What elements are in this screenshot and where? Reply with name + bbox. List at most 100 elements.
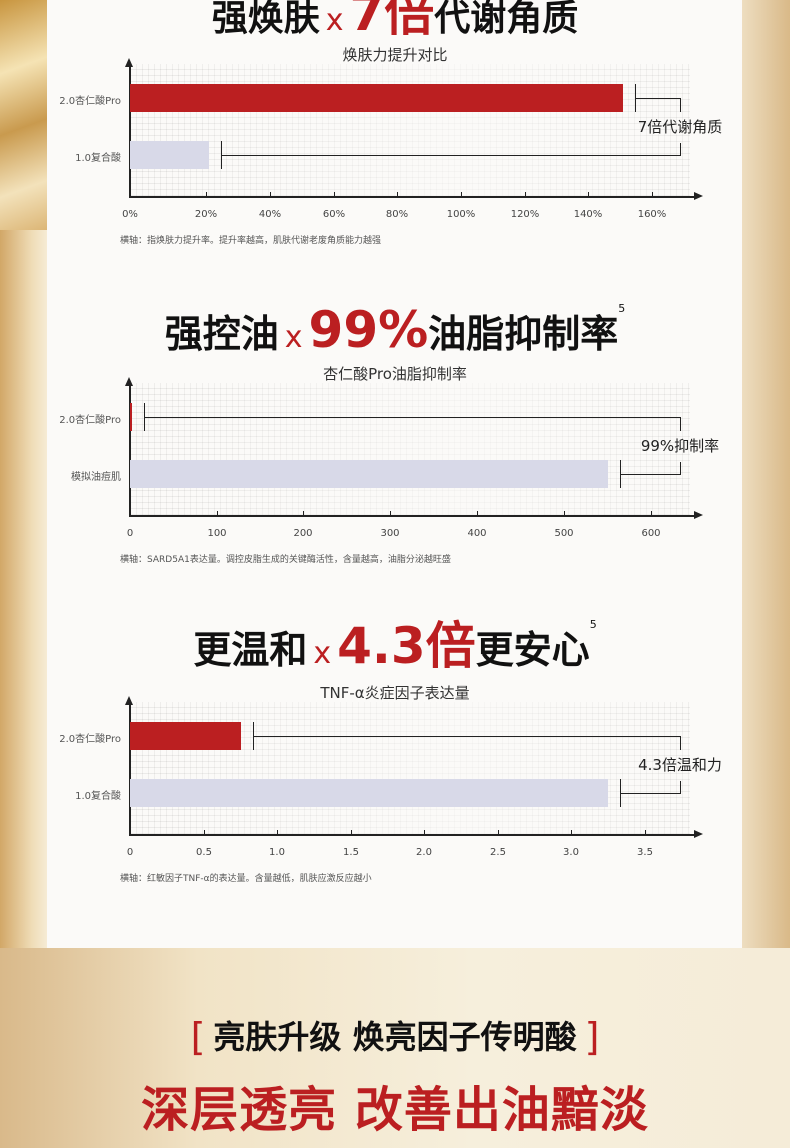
x-tick-label: 60%: [322, 209, 346, 220]
bracket-riser: [680, 143, 682, 156]
x-axis: [129, 834, 694, 836]
x-tick-mark: [564, 511, 565, 516]
bracket-riser: [680, 417, 682, 431]
x-tick-label: 40%: [258, 209, 282, 220]
headline-post: 代谢角质: [434, 0, 579, 39]
bracket-line: [252, 736, 680, 738]
bracket-line: [620, 793, 680, 795]
x-tick-label: 300: [380, 528, 400, 539]
x-tick-mark: [525, 192, 526, 197]
headline-number: 4.3倍: [337, 617, 476, 675]
x-tick-mark: [461, 192, 462, 197]
subtitle-text: 亮肤升级 焕亮因子传明酸: [213, 1018, 577, 1056]
comparison-annotation: 4.3倍温和力: [636, 754, 724, 775]
headline-number: 99%: [308, 301, 429, 359]
headline-3: 更温和 x 4.3倍更安心5: [0, 618, 790, 672]
x-tick-mark: [571, 830, 572, 835]
headline-x: x: [284, 320, 303, 355]
x-tick-label: 100%: [446, 209, 476, 220]
footnote-marker: 5: [589, 618, 597, 631]
category-label: 2.0杏仁酸Pro: [59, 96, 121, 107]
x-tick-label: 120%: [510, 209, 540, 220]
y-axis: [129, 66, 131, 197]
slogan: 深层透亮 改善出油黯淡: [141, 1082, 649, 1138]
x-tick-mark: [645, 830, 646, 835]
plot-grid: [130, 383, 690, 515]
x-tick-mark: [277, 830, 278, 835]
x-tick-label: 2.0: [416, 847, 432, 858]
bar-comparison: [130, 141, 210, 169]
headline-x: x: [313, 636, 332, 671]
left-bracket: [: [190, 1015, 206, 1059]
bracket-riser: [680, 462, 682, 475]
x-tick-label: 0%: [122, 209, 138, 220]
comparison-annotation: 7倍代谢角质: [635, 116, 725, 137]
y-axis-arrow-icon: [125, 696, 133, 705]
x-tick-label: 1.5: [343, 847, 359, 858]
x-tick-label: 200: [293, 528, 313, 539]
bar-primary: [130, 722, 241, 750]
x-tick-mark: [498, 830, 499, 835]
comparison-annotation: 99%抑制率: [638, 435, 722, 456]
category-label: 模拟油痘肌: [71, 472, 121, 483]
x-axis-arrow-icon: [694, 511, 703, 519]
headline-post: 更安心: [475, 628, 590, 672]
bar-primary: [130, 84, 624, 112]
x-tick-mark: [651, 511, 652, 516]
x-tick-label: 0.5: [196, 847, 212, 858]
category-label: 1.0复合酸: [75, 791, 121, 802]
bracket-riser: [680, 98, 682, 112]
headline-post: 油脂抑制率: [428, 312, 619, 356]
x-tick-mark: [217, 511, 218, 516]
bracket-line: [221, 155, 680, 157]
x-tick-label: 2.5: [490, 847, 506, 858]
x-tick-mark: [390, 511, 391, 516]
x-tick-label: 140%: [573, 209, 603, 220]
x-tick-label: 1.0: [269, 847, 285, 858]
category-label: 2.0杏仁酸Pro: [59, 734, 121, 745]
x-tick-mark: [424, 830, 425, 835]
x-tick-label: 600: [641, 528, 661, 539]
y-axis: [129, 385, 131, 516]
chart-oil-control: 杏仁酸Pro油脂抑制率 横轴：SARD5A1表达量。调控皮脂生成的关键酶活性，含…: [0, 363, 790, 573]
bottom-background: [0, 948, 790, 1148]
headline-pre: 强控油: [164, 312, 279, 356]
x-tick-mark: [588, 192, 589, 197]
chart-gentleness: TNF-α炎症因子表达量 横轴：红敏因子TNF-α的表达量。含量越低，肌肤应激反…: [0, 682, 790, 892]
x-tick-mark: [303, 511, 304, 516]
gold-streak-decoration: [0, 0, 47, 230]
bracket-line: [619, 474, 680, 476]
feature-subtitle: [亮肤升级 焕亮因子传明酸]: [0, 1012, 790, 1059]
bracket-riser: [680, 781, 682, 794]
x-tick-label: 80%: [385, 209, 409, 220]
chart-footnote: 横轴：指焕肤力提升率。提升率越高，肌肤代谢老废角质能力越强: [120, 236, 382, 246]
x-tick-label: 0: [126, 847, 134, 858]
x-tick-label: 20%: [194, 209, 218, 220]
headline-1: 强焕肤 x 7倍代谢角质: [0, 0, 790, 38]
x-tick-mark: [334, 192, 335, 197]
bar-comparison: [130, 779, 608, 807]
x-tick-mark: [351, 830, 352, 835]
chart-title: 杏仁酸Pro油脂抑制率: [323, 365, 467, 383]
x-axis-arrow-icon: [694, 830, 703, 838]
chart-footnote: 横轴：红敏因子TNF-α的表达量。含量越低，肌肤应激反应越小: [120, 874, 372, 884]
chart-footnote: 横轴：SARD5A1表达量。调控皮脂生成的关键酶活性，含量越高，油脂分泌越旺盛: [120, 555, 451, 565]
y-axis: [129, 704, 131, 835]
chart-title: 焕肤力提升对比: [342, 46, 448, 64]
x-axis-arrow-icon: [694, 192, 703, 200]
chart-skin-renewal: 焕肤力提升对比 横轴：指焕肤力提升率。提升率越高，肌肤代谢老废角质能力越强 7倍…: [0, 44, 790, 254]
bracket-line: [143, 417, 680, 419]
y-axis-arrow-icon: [125, 377, 133, 386]
category-label: 1.0复合酸: [75, 153, 121, 164]
bar-comparison: [130, 460, 608, 488]
x-tick-label: 0: [126, 528, 134, 539]
right-bracket: ]: [584, 1015, 600, 1059]
x-tick-label: 500: [554, 528, 574, 539]
x-tick-label: 400: [467, 528, 487, 539]
x-tick-mark: [206, 192, 207, 197]
x-tick-label: 160%: [637, 209, 667, 220]
headline-pre: 强焕肤: [211, 0, 320, 39]
x-tick-label: 3.5: [637, 847, 653, 858]
x-axis: [129, 515, 694, 517]
x-tick-mark: [204, 830, 205, 835]
